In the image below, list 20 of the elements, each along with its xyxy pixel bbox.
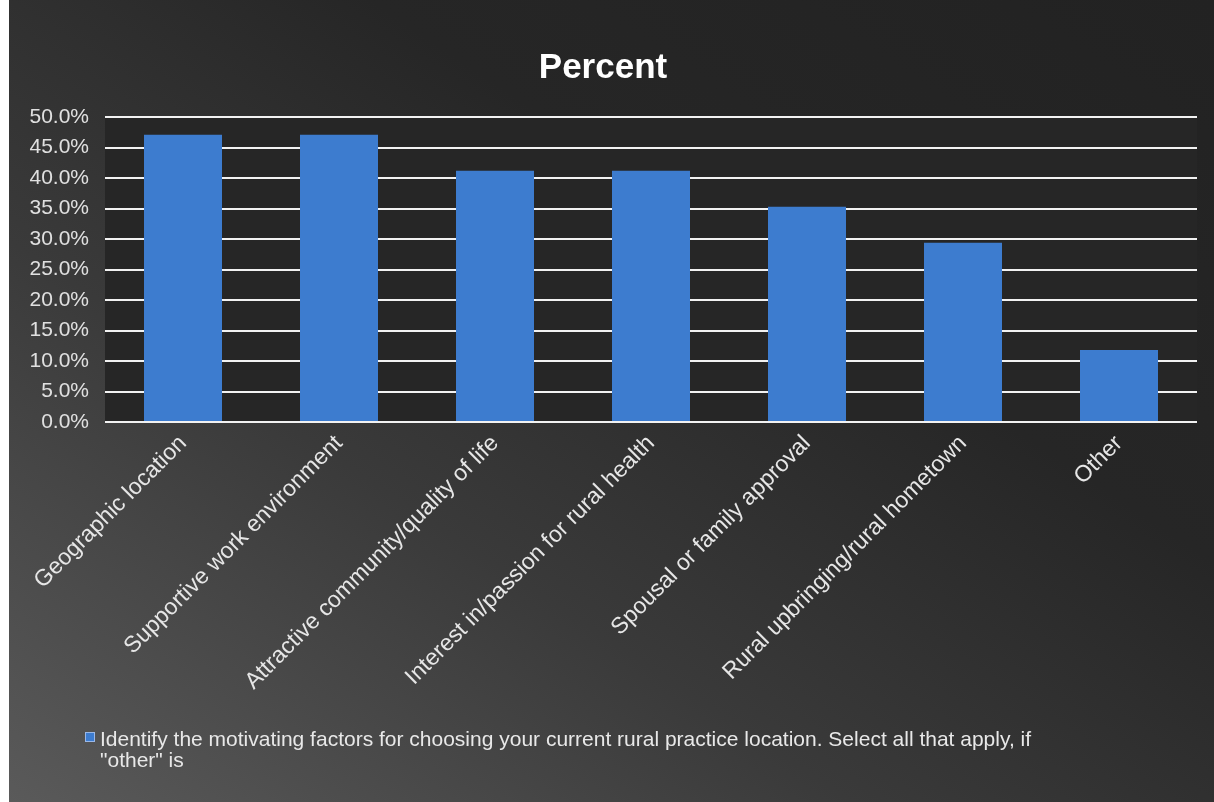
y-tick-label: 10.0%: [29, 347, 89, 371]
y-tick-label: 5.0%: [41, 378, 89, 402]
bar: [612, 170, 690, 421]
bar: [456, 170, 534, 421]
chart-title: Percent: [538, 45, 668, 85]
bar: [768, 206, 846, 421]
y-tick-label: 40.0%: [29, 164, 89, 188]
y-tick-label: 20.0%: [29, 286, 89, 310]
y-tick-label: 35.0%: [29, 195, 89, 219]
y-tick-label: 0.0%: [41, 408, 89, 432]
y-tick-label: 30.0%: [29, 225, 89, 249]
bar: [924, 242, 1002, 421]
bar: [144, 134, 222, 421]
legend-label: Identify the motivating factors for choosing your current rural practice location. Select all that apply, if "other" is: [100, 727, 1033, 771]
y-tick-label: 25.0%: [29, 256, 89, 280]
y-tick-label: 50.0%: [29, 103, 89, 127]
y-tick-label: 15.0%: [29, 317, 89, 341]
bar: [300, 134, 378, 421]
bar: [1080, 350, 1158, 421]
y-tick-label: 45.0%: [29, 134, 89, 158]
